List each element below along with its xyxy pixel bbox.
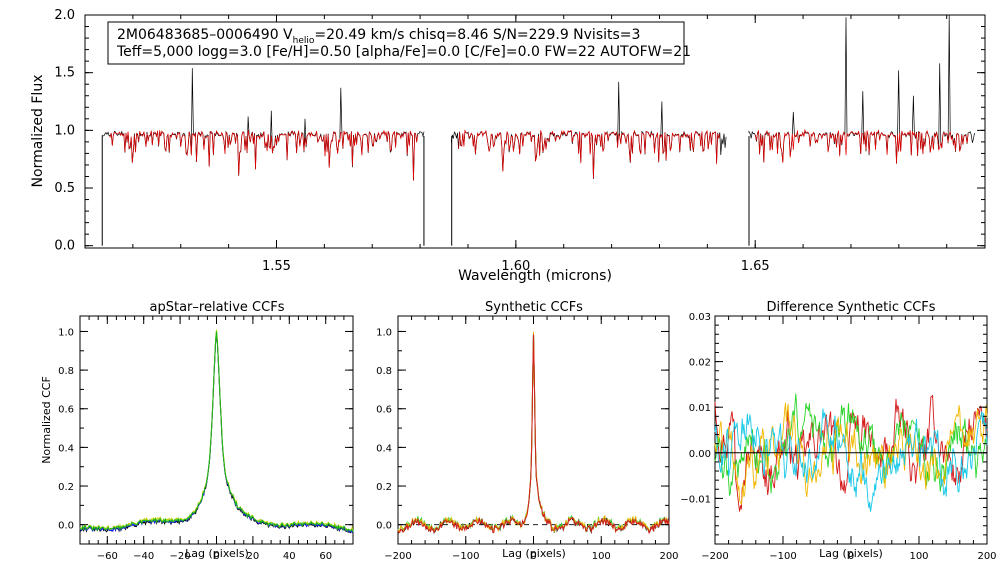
x-tick-label: 20 <box>247 551 260 562</box>
apstar_ccf-visit-2 <box>79 332 354 534</box>
difference-ccf-diff-2 <box>714 393 988 497</box>
x-tick-label: 1.65 <box>741 259 770 274</box>
spectrum-x-axis-label: Wavelength (microns) <box>458 268 612 284</box>
y-tick-label: 1.0 <box>376 327 392 338</box>
difference-ccf-panel: Difference Synthetic CCFs −200 −100 0 100 20… <box>680 300 996 562</box>
apstar-ccf-ticks: −60 −40 −20 0 20 40 60 0.0 0.2 0.4 0.6 0.8 1.0 <box>58 316 354 562</box>
difference-ccf-plot-frame <box>714 315 988 545</box>
apstar-ccf-panel: apStar–relative CCFs −60 −40 −20 0 20 40 60 0.0… <box>40 300 354 562</box>
synthetic_ccf-visit-2 <box>397 332 670 534</box>
y-tick-label: 0.03 <box>689 312 711 323</box>
x-tick-label: 60 <box>319 551 332 562</box>
x-tick-label: 0 <box>848 551 854 562</box>
y-tick-label: 0.4 <box>376 443 392 454</box>
y-tick-label: 0.02 <box>689 358 711 369</box>
synthetic-ccf-series <box>397 331 670 535</box>
x-tick-label: 200 <box>977 551 996 562</box>
y-tick-label: 0.8 <box>376 366 392 377</box>
spectrum-model-chip-1 <box>109 129 419 181</box>
y-tick-label: 0.01 <box>689 403 711 414</box>
y-tick-label: 0.6 <box>58 405 74 416</box>
x-tick-label: −100 <box>452 551 479 562</box>
spectrum-model-chip-2 <box>458 129 721 179</box>
y-tick-label: 1.0 <box>54 123 75 138</box>
spectrum-ticks: 1.55 1.60 1.65 0.0 0.5 1.0 1.5 2.0 <box>54 8 985 274</box>
x-tick-label: −100 <box>769 551 796 562</box>
difference-ccf-x-axis-label: Lag (pixels) <box>819 547 883 560</box>
spectrum-series <box>101 14 975 246</box>
info-line1-b: =20.49 km/s chisq=8.46 S/N=229.9 Nvisits… <box>314 27 640 43</box>
difference-ccf-diff-1 <box>714 394 988 512</box>
synthetic-ccf-x-axis-label: Lag (pixels) <box>502 547 566 560</box>
spectrum-model-chip-3 <box>755 128 969 164</box>
synthetic-ccf-panel: Synthetic CCFs −200 −100 0 100 200 0.0 0.2 0.4 0… <box>376 300 678 562</box>
y-tick-label: 1.0 <box>58 327 74 338</box>
apstar-ccf-title: apStar–relative CCFs <box>150 300 285 315</box>
synthetic-ccf-title: Synthetic CCFs <box>485 300 583 315</box>
y-tick-label: −0.01 <box>680 494 711 505</box>
apstar-ccf-x-axis-label: Lag (pixels) <box>185 547 249 560</box>
difference-ccf-diff-4 <box>714 408 988 512</box>
synthetic-ccf-ticks: −200 −100 0 100 200 0.0 0.2 0.4 0.6 0.8 1.0 <box>376 316 679 562</box>
y-tick-label: 0.2 <box>376 482 392 493</box>
x-tick-label: 100 <box>592 551 611 562</box>
apstar_ccf-visit-1 <box>79 331 354 534</box>
y-tick-label: 0.0 <box>54 239 75 254</box>
spectrum-info-line2: Teff=5,000 logg=3.0 [Fe/H]=0.50 [alpha/F… <box>116 44 691 60</box>
x-tick-label: 100 <box>909 551 928 562</box>
apstar_ccf-visit-4 <box>79 331 354 533</box>
y-tick-label: 0.4 <box>58 443 74 454</box>
x-tick-label: −200 <box>384 551 411 562</box>
x-tick-label: −40 <box>133 551 154 562</box>
x-tick-label: 1.55 <box>262 259 291 274</box>
spectrum-y-axis-label: Normalized Flux <box>30 75 46 188</box>
synthetic_ccf-visit-4 <box>397 334 670 535</box>
y-tick-label: 1.5 <box>54 66 75 81</box>
info-line1-sub: helio <box>293 36 315 46</box>
y-tick-label: 2.0 <box>54 8 75 23</box>
spectrum-panel: 1.55 1.60 1.65 0.0 0.5 1.0 1.5 2.0 2M06483685–0… <box>30 8 986 284</box>
difference-ccf-title: Difference Synthetic CCFs <box>766 300 935 315</box>
apstar-ccf-plot-frame <box>79 315 354 545</box>
y-tick-label: 0.00 <box>689 449 711 460</box>
x-tick-label: −200 <box>701 551 728 562</box>
y-tick-label: 0.6 <box>376 405 392 416</box>
difference-ccf-series <box>714 393 988 512</box>
x-tick-label: 0 <box>530 551 536 562</box>
y-tick-label: 0.0 <box>58 521 74 532</box>
y-tick-label: 0.8 <box>58 366 74 377</box>
spectrum-observed-chip-2 <box>450 81 727 180</box>
x-tick-label: −60 <box>97 551 118 562</box>
y-tick-label: 0.0 <box>376 521 392 532</box>
apstar-ccf-y-axis-label: Normalized CCF <box>40 376 53 464</box>
y-tick-label: 0.5 <box>54 181 75 196</box>
x-tick-label: −20 <box>170 551 191 562</box>
spectrum-observed-chip-1 <box>101 68 425 181</box>
x-tick-label: 0 <box>213 551 219 562</box>
apstar-ccf-series <box>79 329 354 534</box>
info-line1-a: 2M06483685–0006490 V <box>117 27 293 43</box>
x-tick-label: 1.60 <box>501 259 530 274</box>
difference-ccf-ticks: −200 −100 0 100 200 −0.01 0.00 0.01 0.02 0.03 <box>680 312 996 562</box>
y-tick-label: 0.2 <box>58 482 74 493</box>
spectrum-info-line1: 2M06483685–0006490 Vhelio=20.49 km/s chi… <box>117 27 640 46</box>
x-tick-label: 40 <box>283 551 296 562</box>
x-tick-label: 200 <box>659 551 678 562</box>
spectrum-info-box <box>107 21 685 65</box>
spectrum-plot-frame <box>84 14 986 249</box>
apstar_ccf-visit-3 <box>79 329 354 532</box>
